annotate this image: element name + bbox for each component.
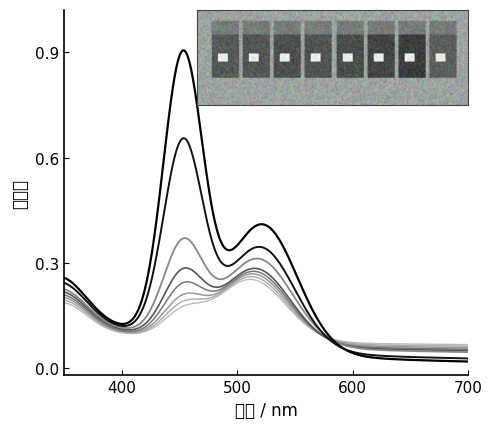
Y-axis label: 吸光度: 吸光度	[11, 178, 29, 208]
X-axis label: 波长 / nm: 波长 / nm	[235, 401, 297, 419]
